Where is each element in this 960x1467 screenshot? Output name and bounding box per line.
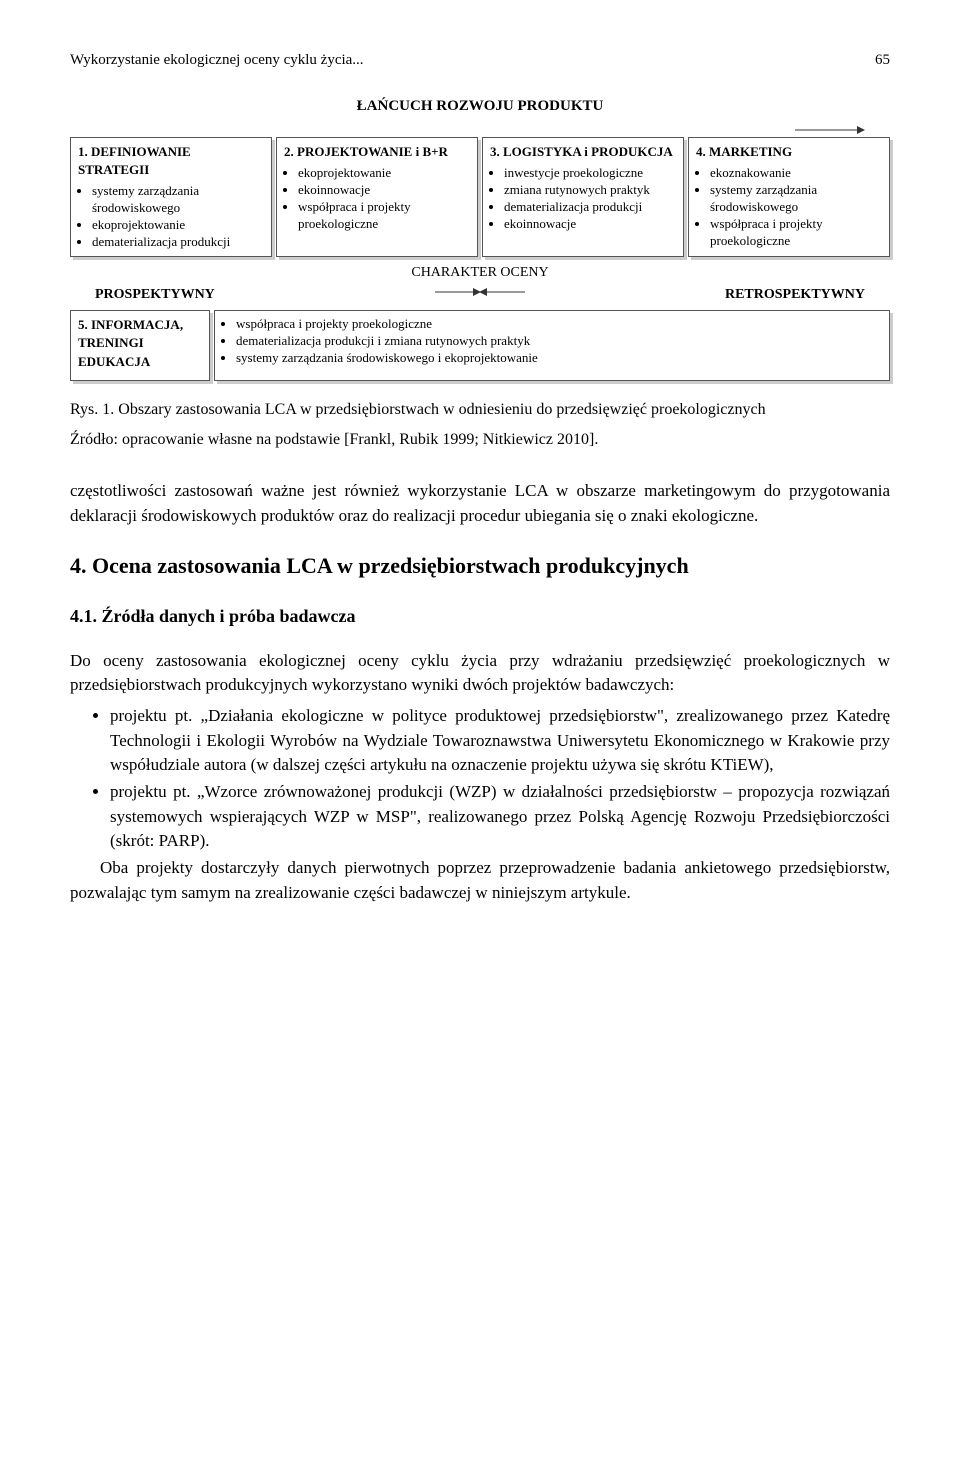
list-item: systemy zarządzania środowiskowego: [710, 182, 882, 216]
diagram-row-3: 5. INFORMACJA, TRENINGI EDUKACJA współpr…: [70, 310, 890, 381]
list-item: współpraca i projekty proekologiczne: [710, 216, 882, 250]
list-item: ekoprojektowanie: [298, 165, 470, 182]
box-strategy: 1. DEFINIOWANIE STRATEGII systemy zarząd…: [70, 137, 272, 257]
diagram-title: ŁAŃCUCH ROZWOJU PRODUKTU: [70, 96, 890, 117]
figure-source: Źródło: opracowanie własne na podstawie …: [70, 429, 890, 451]
box-design: 2. PROJEKTOWANIE i B+R ekoprojektowanie …: [276, 137, 478, 257]
subsection-heading: 4.1. Źródła danych i próba badawcza: [70, 604, 890, 629]
list-item: zmiana rutynowych praktyk: [504, 182, 676, 199]
prospektywny-label: PROSPEKTYWNY: [70, 285, 215, 305]
charakter-label: CHARAKTER OCENY: [70, 263, 890, 283]
list-item: systemy zarządzania środowiskowego i eko…: [236, 350, 882, 367]
diagram-row-2: CHARAKTER OCENY PROSPEKTYWNY RETROSPEKTY…: [70, 263, 890, 304]
list-item: ekoprojektowanie: [92, 217, 264, 234]
box-title: 5. INFORMACJA, TRENINGI EDUKACJA: [78, 316, 202, 371]
running-title: Wykorzystanie ekologicznej oceny cyklu ż…: [70, 50, 364, 71]
box-logistics: 3. LOGISTYKA i PRODUKCJA inwestycje proe…: [482, 137, 684, 257]
box-title: 2. PROJEKTOWANIE i B+R: [284, 143, 470, 161]
box-education: 5. INFORMACJA, TRENINGI EDUKACJA: [70, 310, 210, 381]
list-item: dematerializacja produkcji i zmiana ruty…: [236, 333, 882, 350]
list-item: dematerializacja produkcji: [504, 199, 676, 216]
list-item: projektu pt. „Działania ekologiczne w po…: [110, 704, 890, 778]
paragraph: Do oceny zastosowania ekologicznej oceny…: [70, 649, 890, 698]
figure-caption: Rys. 1. Obszary zastosowania LCA w przed…: [70, 399, 890, 421]
diagram-row-1: 1. DEFINIOWANIE STRATEGII systemy zarząd…: [70, 137, 890, 257]
bullet-list: projektu pt. „Działania ekologiczne w po…: [70, 704, 890, 854]
box-title: 3. LOGISTYKA i PRODUKCJA: [490, 143, 676, 161]
box-marketing: 4. MARKETING ekoznakowanie systemy zarzą…: [688, 137, 890, 257]
box-title: 4. MARKETING: [696, 143, 882, 161]
paragraph: Oba projekty dostarczyły danych pierwotn…: [70, 856, 890, 905]
list-item: systemy zarządzania środowiskowego: [92, 183, 264, 217]
box-education-items: współpraca i projekty proekologiczne dem…: [214, 310, 890, 381]
page-number: 65: [875, 50, 890, 71]
converge-arrows-icon: [435, 285, 525, 305]
flow-arrow-icon: [70, 125, 865, 135]
list-item: współpraca i projekty proekologiczne: [236, 316, 882, 333]
running-header: Wykorzystanie ekologicznej oceny cyklu ż…: [70, 50, 890, 71]
list-item: projektu pt. „Wzorce zrównoważonej produ…: [110, 780, 890, 854]
list-item: ekoinnowacje: [504, 216, 676, 233]
list-item: inwestycje proekologiczne: [504, 165, 676, 182]
retrospektywny-label: RETROSPEKTYWNY: [725, 285, 890, 305]
list-item: ekoinnowacje: [298, 182, 470, 199]
section-heading: 4. Ocena zastosowania LCA w przedsiębior…: [70, 551, 890, 582]
box-title: 1. DEFINIOWANIE STRATEGII: [78, 143, 264, 179]
list-item: dematerializacja produkcji: [92, 234, 264, 251]
paragraph: częstotliwości zastosowań ważne jest rów…: [70, 479, 890, 528]
list-item: współpraca i projekty proekologiczne: [298, 199, 470, 233]
list-item: ekoznakowanie: [710, 165, 882, 182]
